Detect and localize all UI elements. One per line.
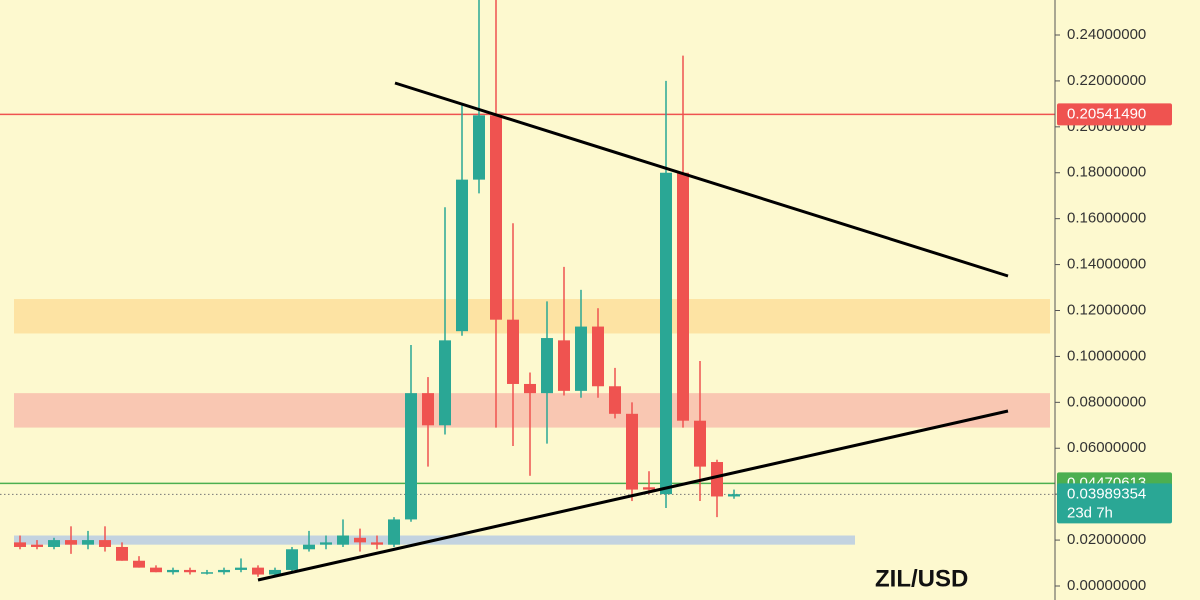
candle-body	[337, 535, 349, 545]
candle-body	[694, 420, 706, 467]
y-tick-label: 0.14000000	[1067, 256, 1146, 273]
candle-body	[592, 326, 604, 387]
candle-body	[388, 519, 400, 545]
candle-body	[303, 544, 315, 550]
y-tick-label: 0.00000000	[1067, 577, 1146, 594]
candle-body	[609, 386, 621, 414]
candle-body	[31, 544, 43, 547]
price-label: 0.20541490	[1067, 105, 1146, 122]
candle-body	[371, 542, 383, 545]
price-label: 0.03989354	[1067, 485, 1146, 502]
candle-body	[116, 546, 128, 561]
candle-body	[728, 494, 740, 497]
candle-body	[575, 326, 587, 391]
y-tick-label: 0.06000000	[1067, 439, 1146, 456]
candle-body	[524, 383, 536, 394]
candle-body	[133, 560, 145, 568]
price-label-box	[1057, 103, 1172, 126]
y-tick-label: 0.08000000	[1067, 393, 1146, 410]
trendline-lower	[257, 409, 1009, 582]
candle-body	[677, 172, 689, 421]
candle-body	[507, 319, 519, 384]
candle-body	[626, 413, 638, 490]
candle-body	[286, 549, 298, 570]
candle-body	[14, 542, 26, 547]
candle-body	[167, 569, 179, 573]
trendline-upper	[394, 81, 1009, 278]
candle-body	[269, 569, 281, 575]
candle-body	[422, 393, 434, 426]
price-label-box	[1057, 483, 1172, 524]
candle-body	[456, 179, 468, 332]
candle-body	[65, 540, 77, 545]
y-tick-label: 0.24000000	[1067, 26, 1146, 43]
y-tick-label: 0.02000000	[1067, 531, 1146, 548]
zone	[14, 393, 1050, 428]
candle-body	[184, 569, 196, 573]
candle-body	[473, 115, 485, 180]
candle-body	[218, 569, 230, 573]
y-tick-label: 0.22000000	[1067, 72, 1146, 89]
candle-body	[558, 340, 570, 391]
candle-body	[235, 567, 247, 570]
candle-body	[490, 115, 502, 320]
candle-body	[541, 338, 553, 394]
y-tick-label: 0.10000000	[1067, 347, 1146, 364]
zone	[14, 299, 1050, 334]
candle-body	[99, 540, 111, 547]
candle-body	[711, 462, 723, 497]
candle-body	[320, 542, 332, 545]
candle-body	[150, 567, 162, 573]
candle-body	[354, 537, 366, 543]
candle-body	[439, 340, 451, 426]
candle-body	[660, 172, 672, 495]
symbol-label: ZIL/USD	[875, 565, 968, 592]
y-tick-label: 0.18000000	[1067, 164, 1146, 181]
candle-body	[252, 567, 264, 575]
countdown-label: 23d 7h	[1067, 504, 1113, 521]
candle-body	[201, 572, 213, 574]
candle-body	[405, 393, 417, 520]
y-tick-label: 0.12000000	[1067, 301, 1146, 318]
candle-body	[48, 540, 60, 547]
candle-body	[643, 487, 655, 490]
candle-body	[82, 540, 94, 545]
y-tick-label: 0.16000000	[1067, 210, 1146, 227]
